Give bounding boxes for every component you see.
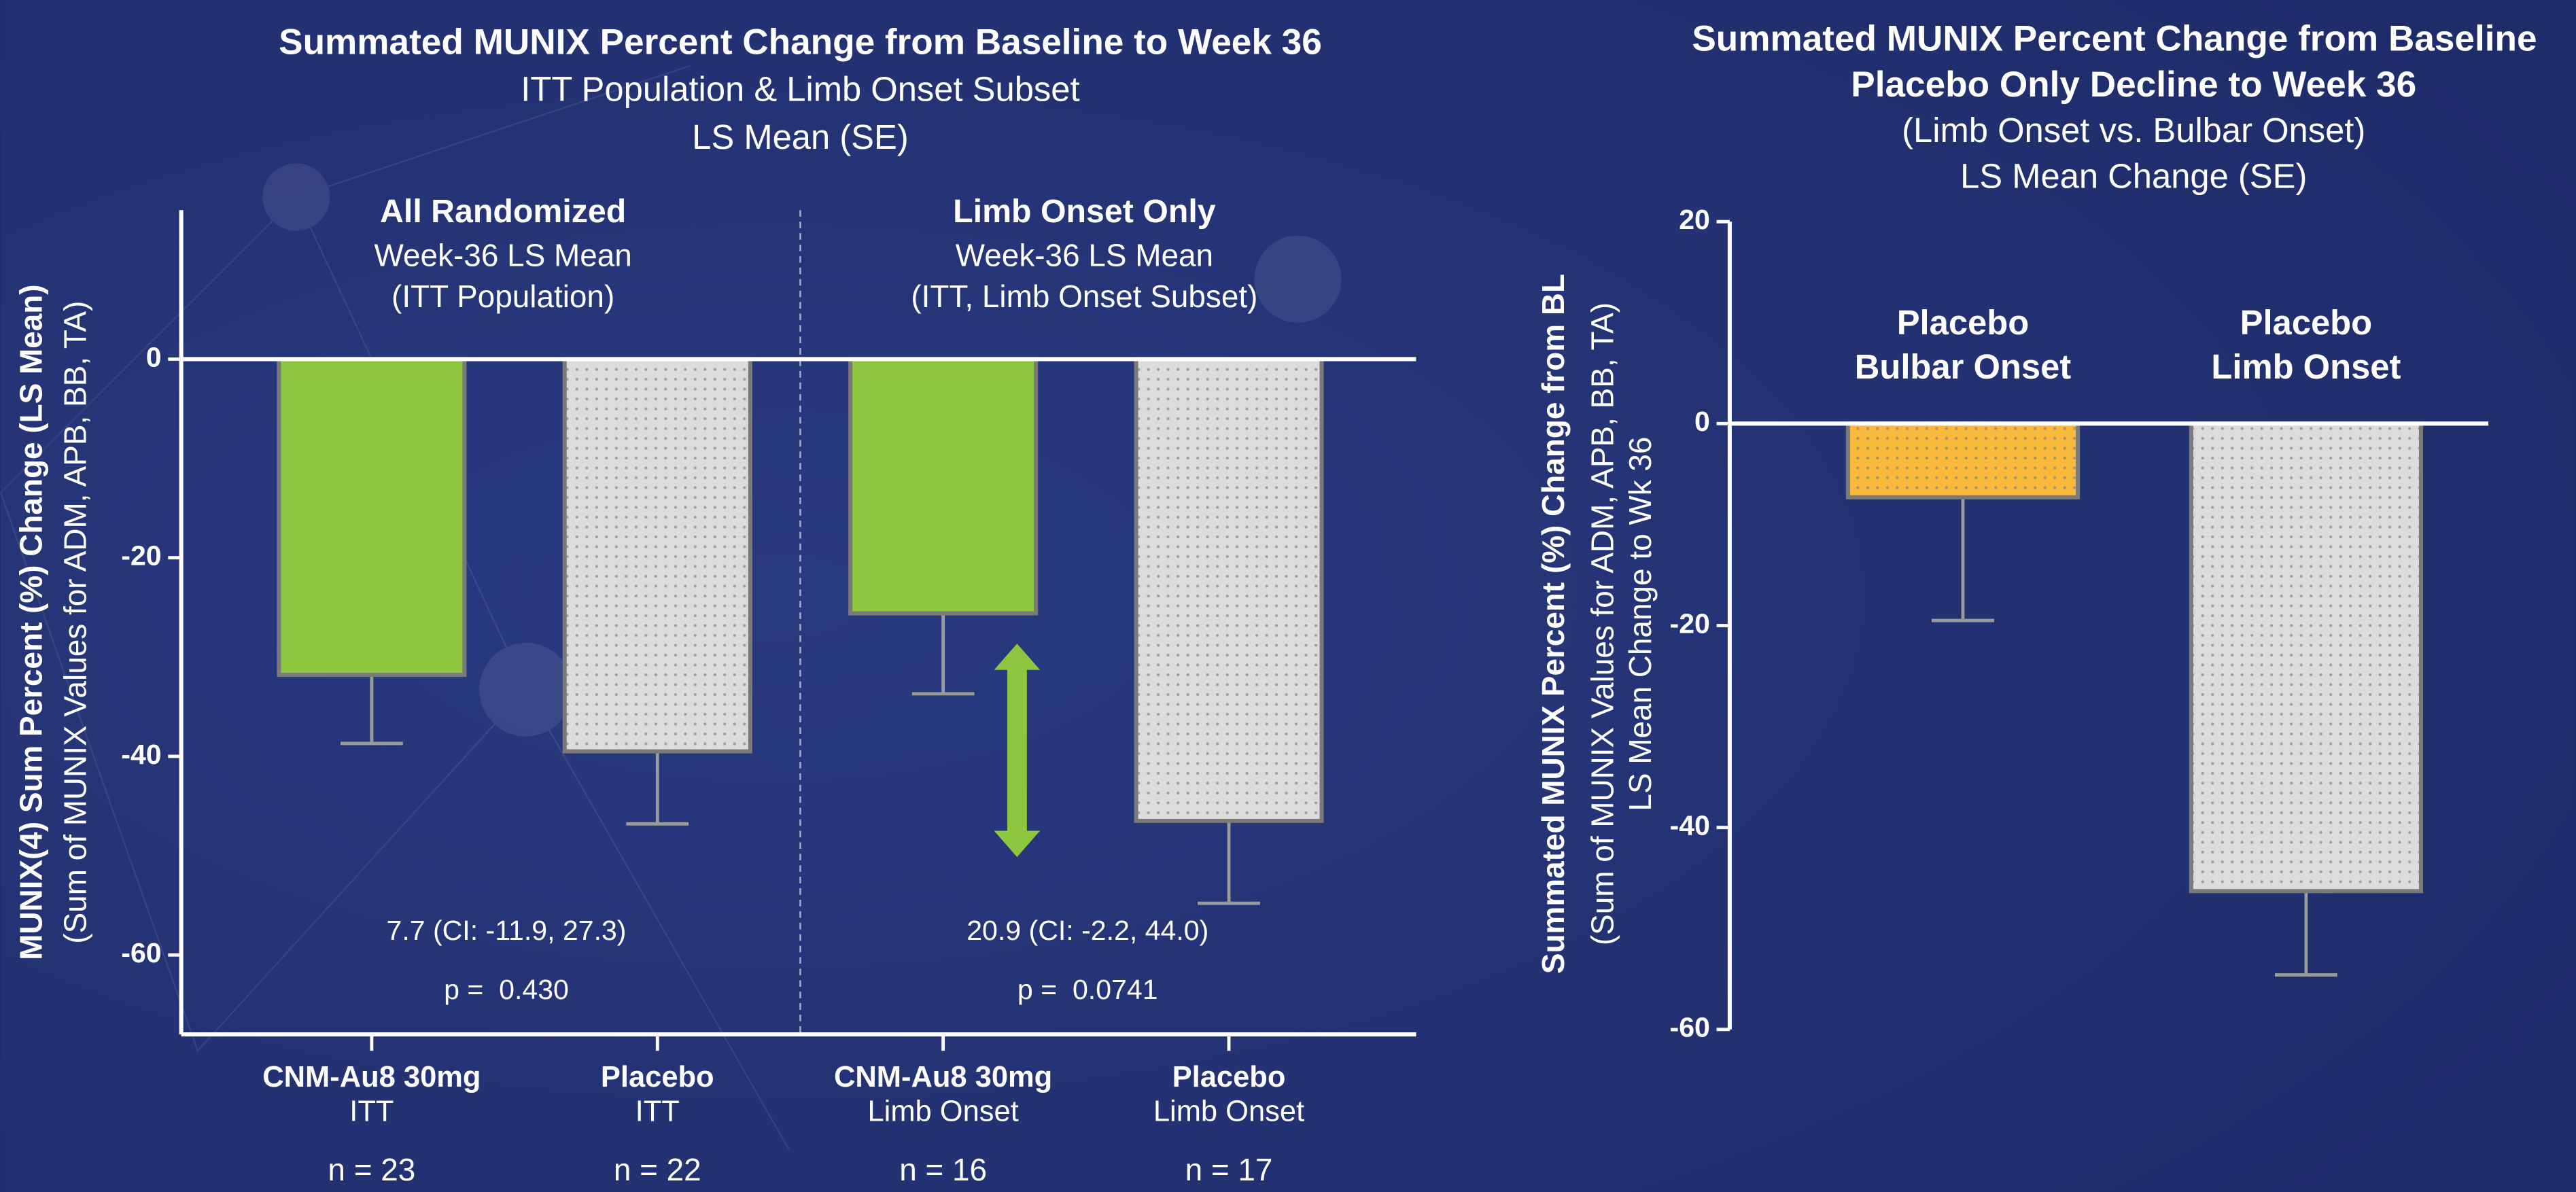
chart-title: Placebo Only Decline to Week 36 [1851,65,2416,105]
y-tick-label: -20 [121,540,161,572]
sample-size-label: n = 16 [899,1152,987,1187]
chart-subtitle: LS Mean Change (SE) [1960,157,2307,196]
x-tick-label: Placebo [2240,303,2373,342]
y-tick-label: 0 [1694,406,1710,437]
bar [848,357,1039,616]
group-title: All Randomized [380,193,626,230]
chart-subtitle: (Limb Onset vs. Bulbar Onset) [1902,111,2365,150]
sample-size-label: n = 22 [614,1152,701,1187]
y-tick-label: -40 [1670,809,1710,841]
group-subtitle: (ITT Population) [391,279,614,314]
x-tick-label: Placebo [601,1061,714,1093]
y-tick-label: -20 [1670,608,1710,639]
y-axis-label: (Sum of MUNIX Values for ADM, APB, BB, T… [58,301,93,944]
y-axis-label: (Sum of MUNIX Values for ADM, APB, BB, T… [1584,302,1620,945]
sample-size-label: n = 17 [1185,1152,1273,1187]
group-subtitle: Week-36 LS Mean [375,237,632,273]
y-axis-label: MUNIX(4) Sum Percent (%) Change (LS Mean… [13,284,48,960]
x-tick-sublabel: Limb Onset [2211,347,2401,386]
group-title: Limb Onset Only [953,193,1216,230]
p-value-label: p = 0.430 [444,974,569,1005]
x-tick-sublabel: ITT [349,1095,394,1128]
group-subtitle: Week-36 LS Mean [956,237,1213,273]
y-tick-label: -60 [121,937,161,968]
p-value-label: p = 0.0741 [1017,974,1158,1005]
estimate-label: 7.7 (CI: -11.9, 27.3) [386,915,626,946]
group-subtitle: (ITT, Limb Onset Subset) [911,279,1257,314]
chart-subtitle: ITT Population & Limb Onset Subset [521,70,1079,109]
y-tick-label: 0 [146,341,162,372]
x-tick-sublabel: ITT [636,1095,680,1128]
x-tick-sublabel: Bulbar Onset [1855,347,2072,386]
chart-subtitle: LS Mean (SE) [692,118,909,156]
difference-arrow [994,644,1041,858]
y-tick-label: -60 [1670,1012,1710,1043]
bar-texture [564,359,750,752]
bar-texture [1847,423,2078,497]
x-tick-label: CNM-Au8 30mg [834,1061,1052,1093]
x-tick-label: Placebo [1897,303,2030,342]
x-tick-label: Placebo [1172,1061,1286,1093]
chart-title: Summated MUNIX Percent Change from Basel… [279,22,1322,62]
x-tick-sublabel: Limb Onset [868,1095,1019,1128]
estimate-label: 20.9 (CI: -2.2, 44.0) [967,915,1208,946]
sample-size-label: n = 23 [328,1152,415,1187]
y-tick-label: -40 [121,739,161,770]
x-tick-sublabel: Limb Onset [1153,1095,1304,1128]
y-tick-label: 20 [1679,204,1710,235]
bar [277,357,467,678]
x-tick-label: CNM-Au8 30mg [262,1061,481,1093]
y-axis-label: LS Mean Change to Wk 36 [1622,437,1658,811]
y-axis-label: Summated MUNIX Percent (%) Change from B… [1535,274,1571,974]
bar-texture [1136,359,1322,821]
bar-texture [2191,423,2422,892]
chart-title: Summated MUNIX Percent Change from Basel… [1692,18,2537,58]
